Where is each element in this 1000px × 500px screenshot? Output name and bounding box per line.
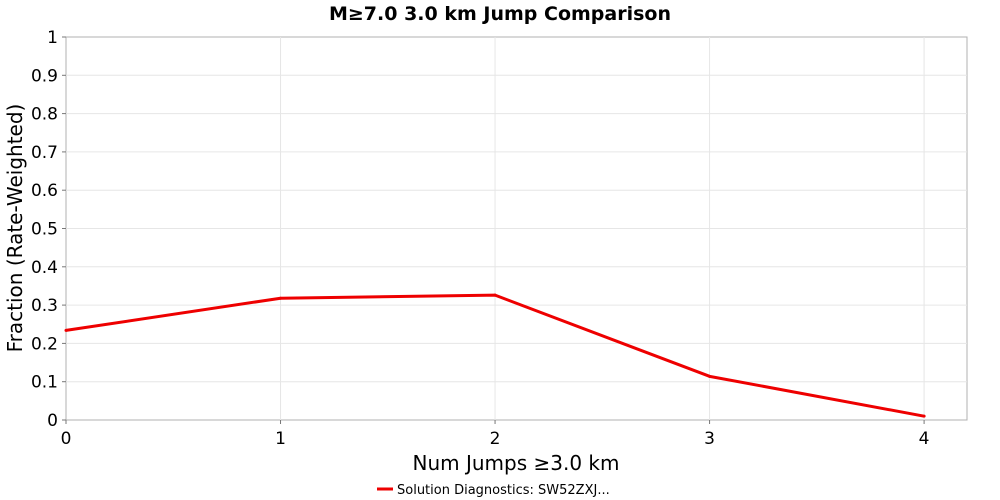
x-tick-label: 3 <box>704 429 715 449</box>
y-axis-ticks: 0 0.1 0.2 0.3 0.4 0.5 0.6 0.7 0.8 0.9 1 <box>31 28 66 431</box>
y-tick-label: 0.2 <box>31 334 58 354</box>
series-layer <box>64 293 926 418</box>
y-tick-label: 0.4 <box>31 258 58 278</box>
data-point <box>279 296 283 300</box>
y-tick-label: 0.5 <box>31 220 58 240</box>
x-tick-label: 2 <box>490 429 501 449</box>
y-tick-label: 0 <box>47 411 58 431</box>
y-tick-label: 0.7 <box>31 143 58 163</box>
x-tick-label: 0 <box>61 429 72 449</box>
x-axis-label: Num Jumps ≥3.0 km <box>413 451 620 475</box>
chart-title: M≥7.0 3.0 km Jump Comparison <box>329 3 671 25</box>
grid-lines <box>66 37 967 420</box>
legend-label-solution-diagnostics: Solution Diagnostics: SW52ZXJ... <box>397 483 610 498</box>
y-axis-label: Fraction (Rate-Weighted) <box>3 104 27 353</box>
y-tick-label: 0.6 <box>31 181 58 201</box>
x-tick-label: 1 <box>275 429 286 449</box>
x-axis-ticks: 0 1 2 3 4 <box>61 420 930 449</box>
x-tick-label: 4 <box>919 429 930 449</box>
y-tick-label: 1 <box>47 28 58 48</box>
data-point <box>922 414 926 418</box>
data-point <box>708 374 712 378</box>
legend: Solution Diagnostics: SW52ZXJ... <box>377 483 610 498</box>
data-point <box>64 328 68 332</box>
y-tick-label: 0.3 <box>31 296 58 316</box>
y-tick-label: 0.8 <box>31 105 58 125</box>
data-point <box>493 293 497 297</box>
y-tick-label: 0.1 <box>31 373 58 393</box>
y-tick-label: 0.9 <box>31 66 58 86</box>
